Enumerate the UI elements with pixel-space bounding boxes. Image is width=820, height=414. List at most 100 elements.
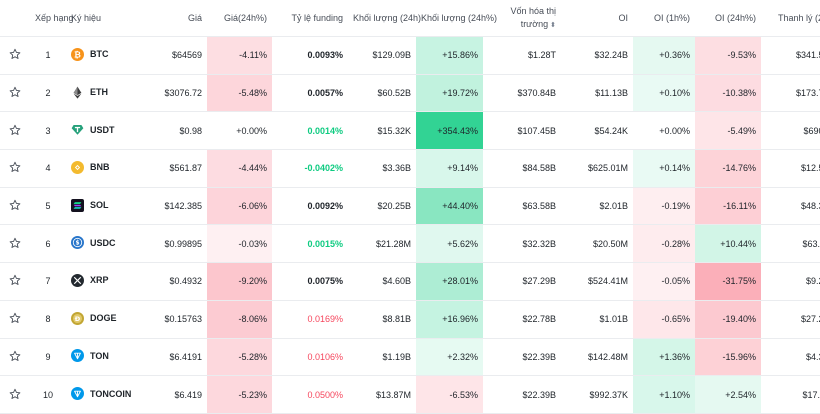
table-row[interactable]: 3 USDT $0.98 +0.00% 0.0014% $15.32K +354… xyxy=(0,111,820,151)
market-cap-cell: $107.45B xyxy=(483,111,561,151)
volume-change-header[interactable]: Khối lượng (24h%) xyxy=(416,0,497,37)
symbol-cell[interactable]: ₿ BTC xyxy=(66,36,139,75)
table-row[interactable]: 1 ₿ BTC $64569 -4.11% 0.0093% $129.09B +1… xyxy=(0,36,820,75)
price-cell: $0.99895 xyxy=(139,224,207,264)
rank-header[interactable]: Xếp hạng xyxy=(30,0,74,37)
eth-icon xyxy=(71,86,84,99)
symbol-label: SOL xyxy=(90,200,109,211)
volume-change-cell: +5.62% xyxy=(416,224,483,264)
table-row[interactable]: 6 $ USDC $0.99895 -0.03% 0.0015% $21.28M … xyxy=(0,224,820,264)
symbol-label: DOGE xyxy=(90,313,117,324)
table-row[interactable]: 8 Ð DOGE $0.15763 -8.06% 0.0169% $8.81B +… xyxy=(0,300,820,339)
symbol-label: BTC xyxy=(90,49,109,60)
oi-1h-cell: +0.14% xyxy=(633,149,695,188)
table-row[interactable]: 10 TONCOIN $6.419 -5.23% 0.0500% $13.87M… xyxy=(0,375,820,414)
table-row[interactable]: 4 BNB $561.87 -4.44% -0.0402% $3.36B +9.… xyxy=(0,149,820,188)
volume-cell: $1.19B xyxy=(348,338,416,377)
xrp-icon xyxy=(71,273,84,287)
volume-header[interactable]: Khối lượng (24h) xyxy=(348,0,421,37)
volume-cell: $21.28M xyxy=(348,224,416,264)
ton-icon xyxy=(71,349,84,363)
rank-cell: 10 xyxy=(30,375,66,414)
favorite-star-icon[interactable] xyxy=(0,224,30,264)
price-header[interactable]: Giá xyxy=(139,0,207,37)
volume-cell: $4.60B xyxy=(348,262,416,301)
liquidation-cell: $690.55 xyxy=(761,111,820,151)
liquidation-cell: $63.44K xyxy=(761,224,820,264)
oi-cell: $2.01B xyxy=(561,187,633,226)
symbol-cell[interactable]: SOL xyxy=(66,187,139,226)
rank-cell: 8 xyxy=(30,300,66,339)
volume-change-cell: +354.43% xyxy=(416,111,483,151)
price-cell: $0.4932 xyxy=(139,262,207,301)
symbol-cell[interactable]: BNB xyxy=(66,149,139,188)
symbol-cell[interactable]: TON xyxy=(66,338,139,377)
liquidation-header[interactable]: Thanh lý (24h) xyxy=(761,0,820,37)
oi-24h-cell: -9.53% xyxy=(695,36,761,75)
sort-arrows-icon[interactable]: ⬍ xyxy=(550,21,556,29)
price-change-header[interactable]: Giá(24h%) xyxy=(207,0,272,37)
rank-cell: 9 xyxy=(30,338,66,377)
table-row[interactable]: 9 TON $6.4191 -5.28% 0.0106% $1.19B +2.3… xyxy=(0,338,820,377)
favorite-star-icon[interactable] xyxy=(0,187,30,226)
usdt-icon xyxy=(71,123,84,136)
table-row[interactable]: 5 SOL $142.385 -6.06% 0.0092% $20.25B +4… xyxy=(0,187,820,226)
liquidation-cell: $173.77M xyxy=(761,74,820,113)
symbol-cell[interactable]: $ USDC xyxy=(66,224,139,264)
favorite-star-icon[interactable] xyxy=(0,375,30,414)
favorite-star-icon[interactable] xyxy=(0,111,30,151)
favorite-star-icon[interactable] xyxy=(0,36,30,75)
usdc-icon: $ xyxy=(71,236,84,250)
rank-cell: 4 xyxy=(30,149,66,188)
table-row[interactable]: 7 XRP $0.4932 -9.20% 0.0075% $4.60B +28.… xyxy=(0,262,820,301)
funding-rate-header[interactable]: Tỷ lệ funding xyxy=(272,0,348,37)
volume-cell: $20.25B xyxy=(348,187,416,226)
oi-24h-cell: +2.54% xyxy=(695,375,761,414)
symbol-cell[interactable]: XRP xyxy=(66,262,139,301)
doge-icon: Ð xyxy=(71,311,84,325)
rank-cell: 7 xyxy=(30,262,66,301)
volume-cell: $129.09B xyxy=(348,36,416,75)
favorite-star-icon[interactable] xyxy=(0,300,30,339)
favorite-star-icon[interactable] xyxy=(0,74,30,113)
price-cell: $3076.72 xyxy=(139,74,207,113)
market-cap-cell: $22.39B xyxy=(483,338,561,377)
favorite-star-icon[interactable] xyxy=(0,338,30,377)
market-cap-cell: $1.28T xyxy=(483,36,561,75)
oi-header[interactable]: OI xyxy=(561,0,633,37)
oi-1h-cell: +0.36% xyxy=(633,36,695,75)
favorite-star-icon[interactable] xyxy=(0,149,30,188)
price-cell: $0.15763 xyxy=(139,300,207,339)
liquidation-cell: $341.58M xyxy=(761,36,820,75)
market-cap-header[interactable]: Vốn hóa thị trường ⬍ xyxy=(483,0,561,37)
symbol-cell[interactable]: USDT xyxy=(66,111,139,151)
price-change-cell: -8.06% xyxy=(207,300,272,339)
volume-cell: $15.32K xyxy=(348,111,416,151)
rank-cell: 2 xyxy=(30,74,66,113)
table-row[interactable]: 2 ETH $3076.72 -5.48% 0.0057% $60.52B +1… xyxy=(0,74,820,113)
oi-1h-cell: -0.05% xyxy=(633,262,695,301)
funding-rate-cell: 0.0092% xyxy=(272,187,348,226)
funding-rate-cell: 0.0015% xyxy=(272,224,348,264)
oi-cell: $992.37K xyxy=(561,375,633,414)
market-cap-cell: $32.32B xyxy=(483,224,561,264)
market-cap-header-line1: Vốn hóa thị xyxy=(510,5,556,16)
symbol-cell[interactable]: ETH xyxy=(66,74,139,113)
symbol-label: ETH xyxy=(90,87,108,98)
symbol-label: TON xyxy=(90,350,109,361)
price-change-cell: -5.28% xyxy=(207,338,272,377)
symbol-cell[interactable]: TONCOIN xyxy=(66,375,139,414)
oi-24h-cell: -16.11% xyxy=(695,187,761,226)
oi-cell: $11.13B xyxy=(561,74,633,113)
funding-rate-cell: 0.0057% xyxy=(272,74,348,113)
volume-change-cell: +44.40% xyxy=(416,187,483,226)
symbol-header[interactable]: Ký hiệu xyxy=(66,0,139,37)
price-cell: $561.87 xyxy=(139,149,207,188)
bnb-icon xyxy=(71,160,84,174)
sol-icon xyxy=(71,198,84,212)
favorite-star-icon[interactable] xyxy=(0,262,30,301)
oi-24h-header[interactable]: OI (24h%) xyxy=(695,0,761,37)
price-cell: $64569 xyxy=(139,36,207,75)
oi-1h-header[interactable]: OI (1h%) xyxy=(633,0,695,37)
symbol-cell[interactable]: Ð DOGE xyxy=(66,300,139,339)
